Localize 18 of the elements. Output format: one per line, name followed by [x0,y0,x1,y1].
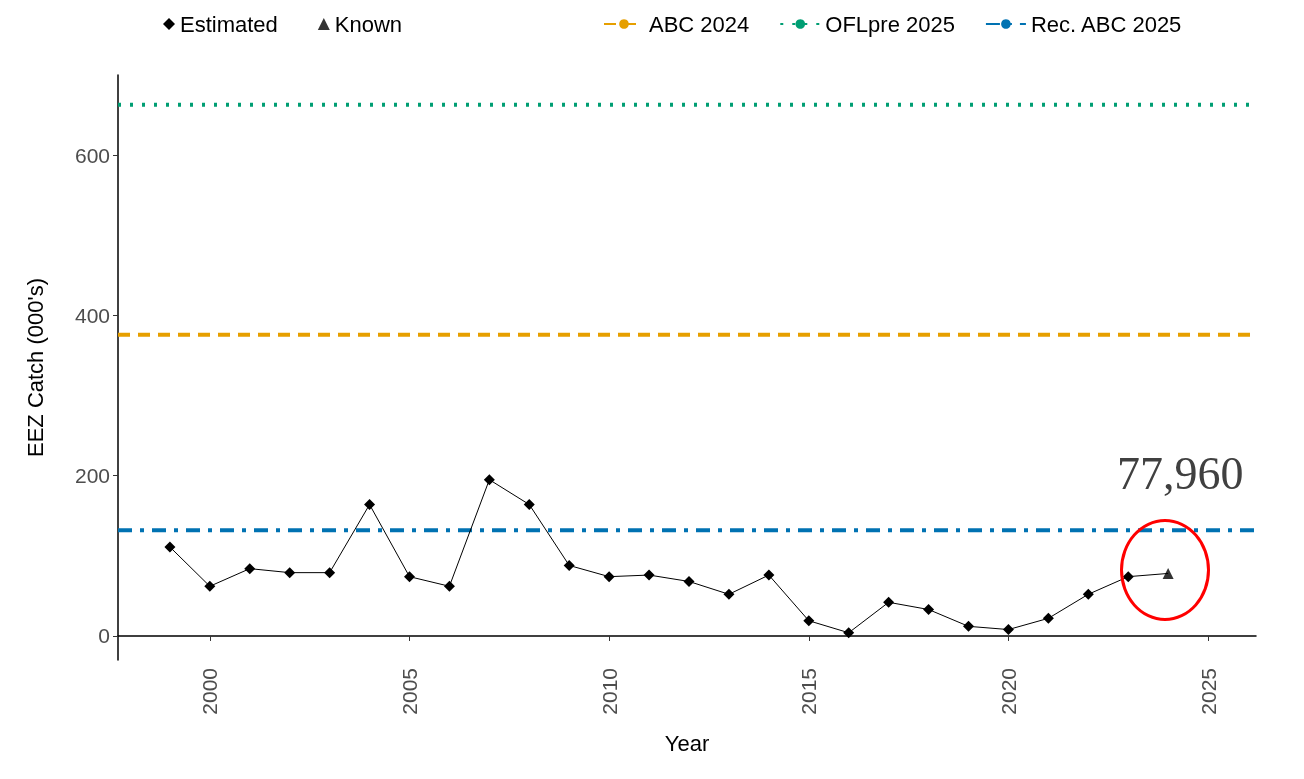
x-tick-label: 2010 [597,668,621,715]
x-tick-label: 2025 [1196,668,1220,715]
x-tick-label: 2005 [397,668,421,715]
y-axis-title: EEZ Catch (000's) [22,277,48,458]
x-axis-title: Year [664,730,710,756]
y-tick-label: 200 [74,464,110,488]
legend-label: OFLpre 2025 [825,11,955,37]
legend-label: Estimated [180,11,278,37]
x-tick-label: 2020 [996,668,1020,715]
legend-label: Rec. ABC 2025 [1030,11,1182,37]
y-tick-label: 400 [74,303,110,327]
y-tick-label: 600 [74,143,110,167]
annotation: 77,960 [1116,447,1244,499]
x-tick-label: 2000 [198,668,222,715]
y-tick-label: 0 [98,624,110,648]
x-tick-label: 2015 [797,668,821,715]
legend-label: Known [334,11,403,37]
legend-label: ABC 2024 [649,11,750,37]
